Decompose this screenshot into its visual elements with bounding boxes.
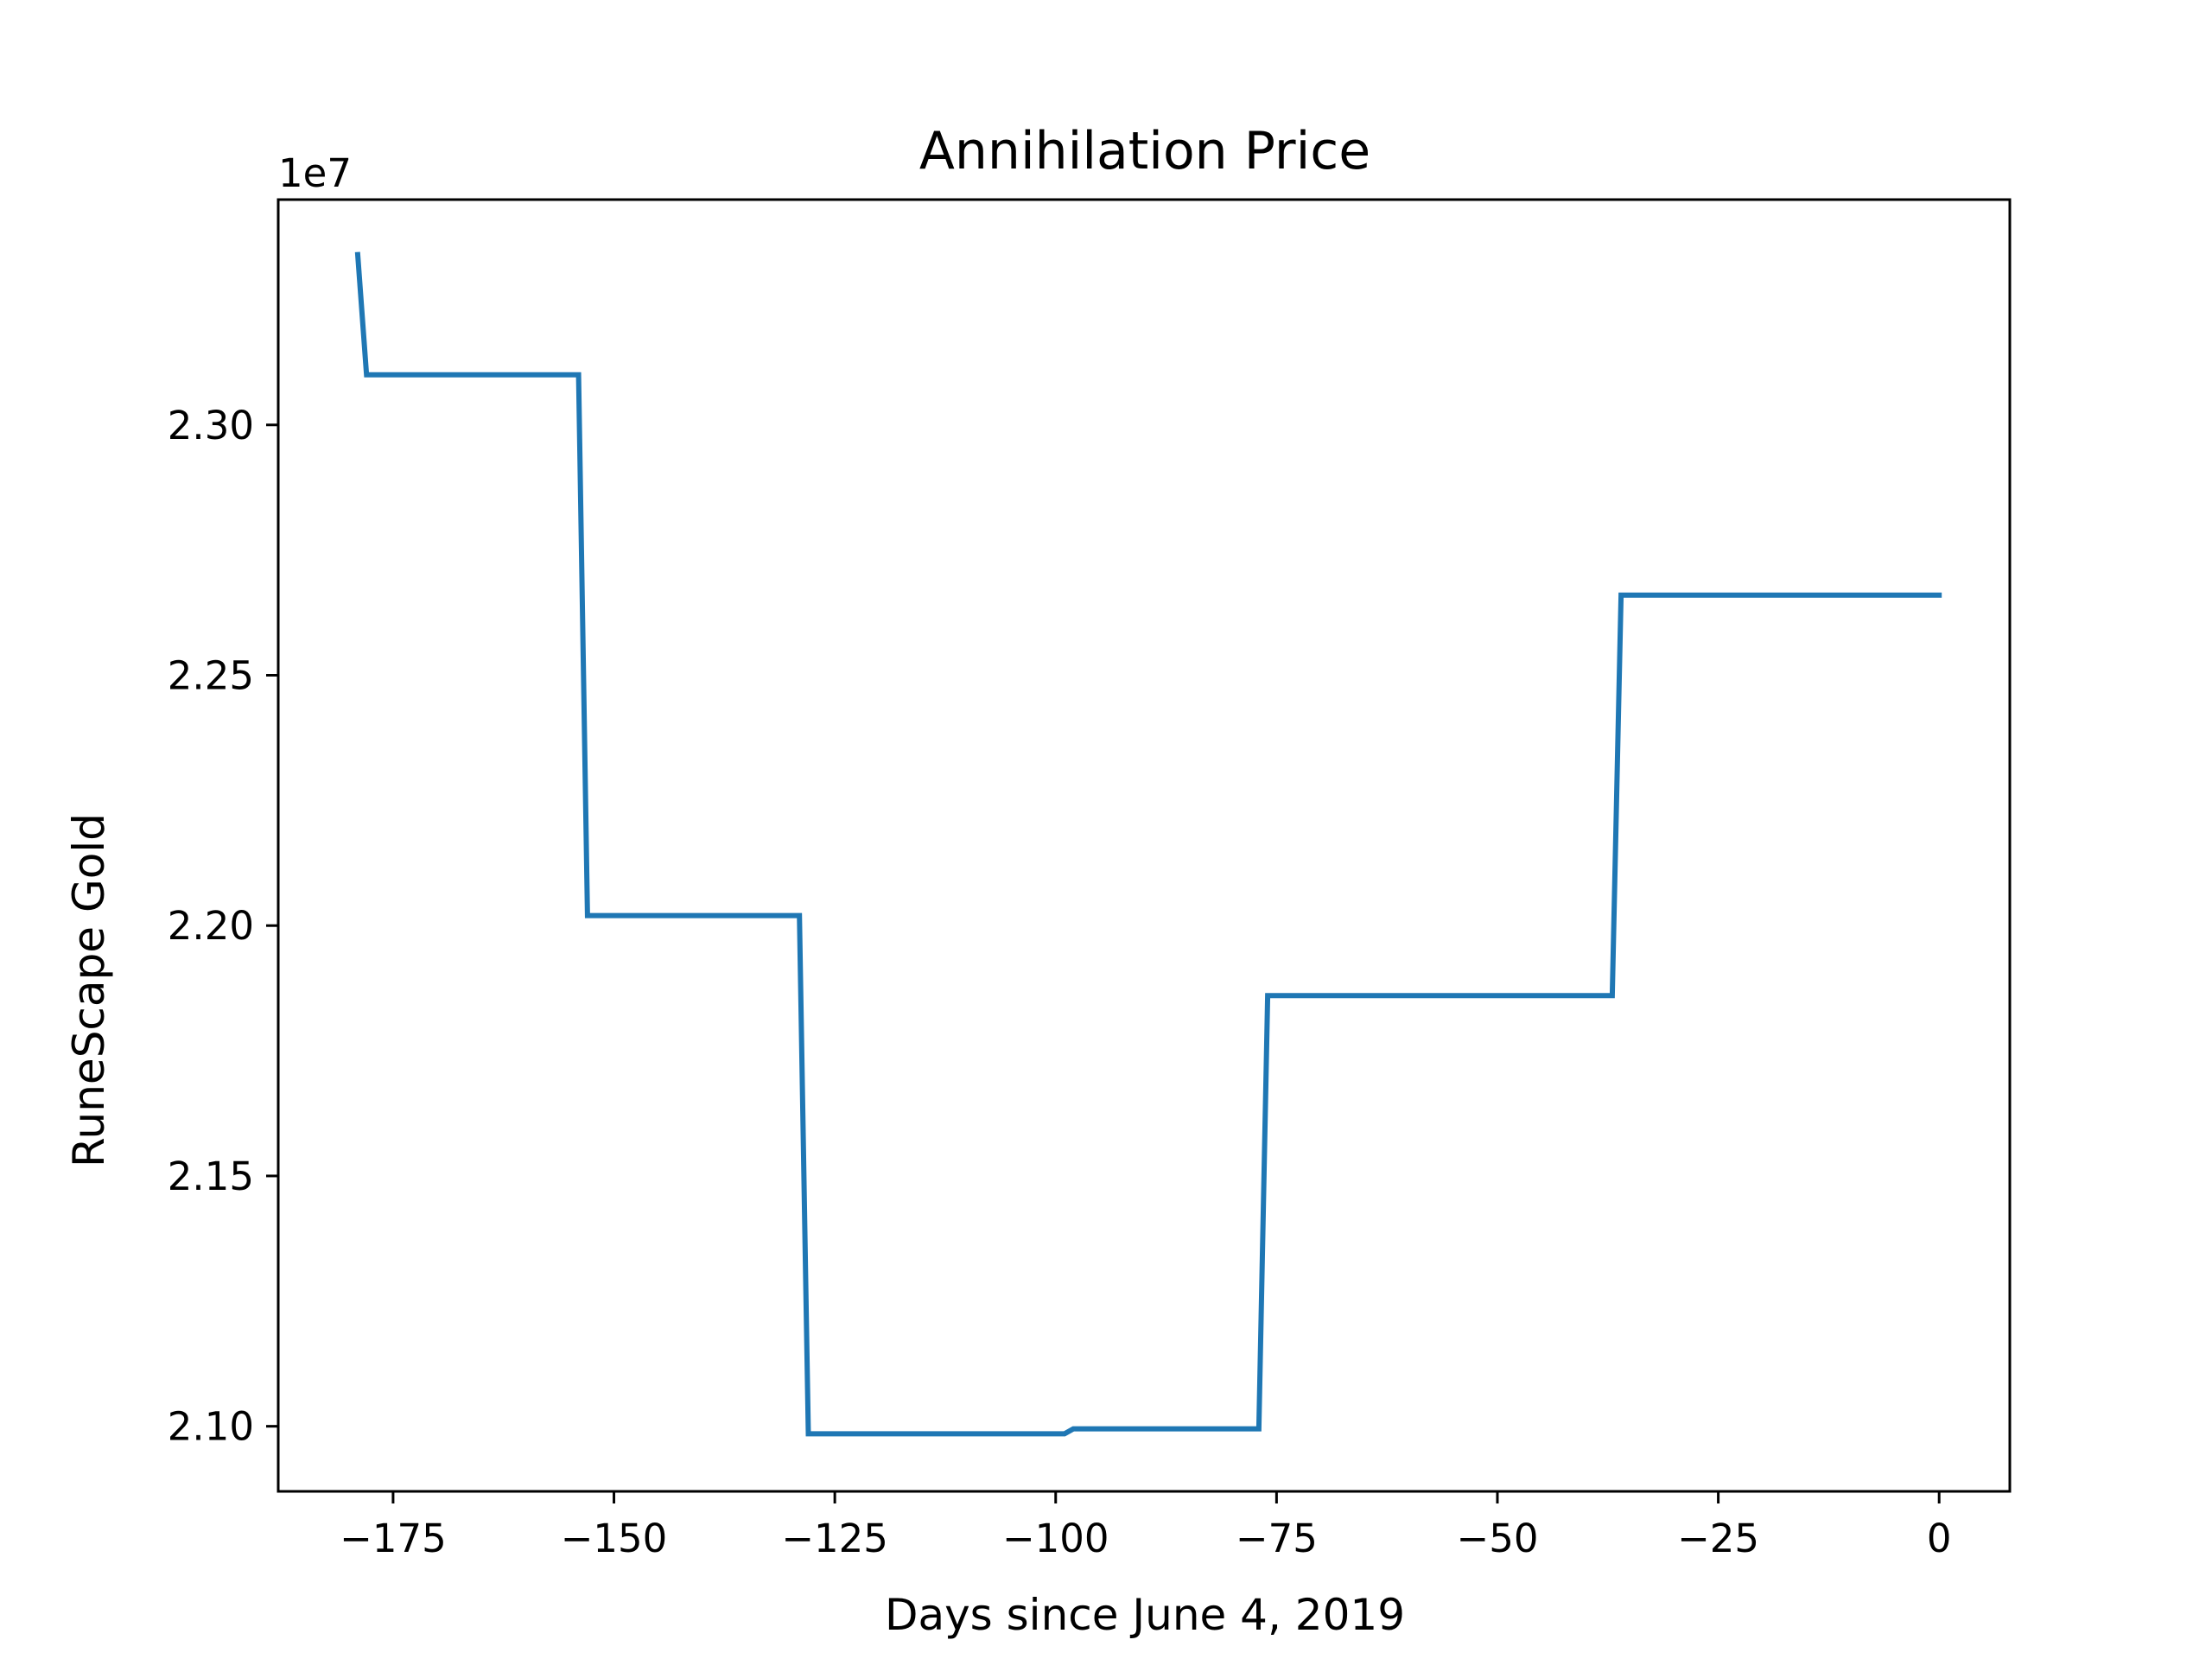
- y-tick-label: 2.15: [168, 1154, 254, 1199]
- x-tick-label: −175: [340, 1516, 447, 1561]
- chart-title: Annihilation Price: [919, 121, 1370, 181]
- x-axis-label: Days since June 4, 2019: [885, 1590, 1405, 1640]
- x-tick-label: −75: [1236, 1516, 1318, 1561]
- y-tick-label: 2.20: [168, 903, 254, 949]
- y-tick-label: 2.25: [168, 652, 254, 698]
- series-line-0: [354, 251, 1942, 1437]
- x-tick-label: 0: [1927, 1516, 1952, 1561]
- x-tick-label: −25: [1677, 1516, 1759, 1561]
- x-tick-label: −100: [1002, 1516, 1109, 1561]
- x-tick-label: −125: [781, 1516, 888, 1561]
- y-tick-label: 2.30: [168, 403, 254, 448]
- x-tick-label: −50: [1456, 1516, 1538, 1561]
- plot-area: −175 −150 −125 −100 −75 −50 −25 0 2.10 2.15 2.20 2.…: [168, 198, 2012, 1561]
- y-axis-label: RuneScape Gold: [64, 813, 114, 1167]
- y-tick-label: 2.10: [168, 1404, 254, 1450]
- plot-frame: [276, 198, 2012, 1493]
- x-tick-label: −150: [561, 1516, 668, 1561]
- y-offset-label: 1e7: [278, 150, 352, 196]
